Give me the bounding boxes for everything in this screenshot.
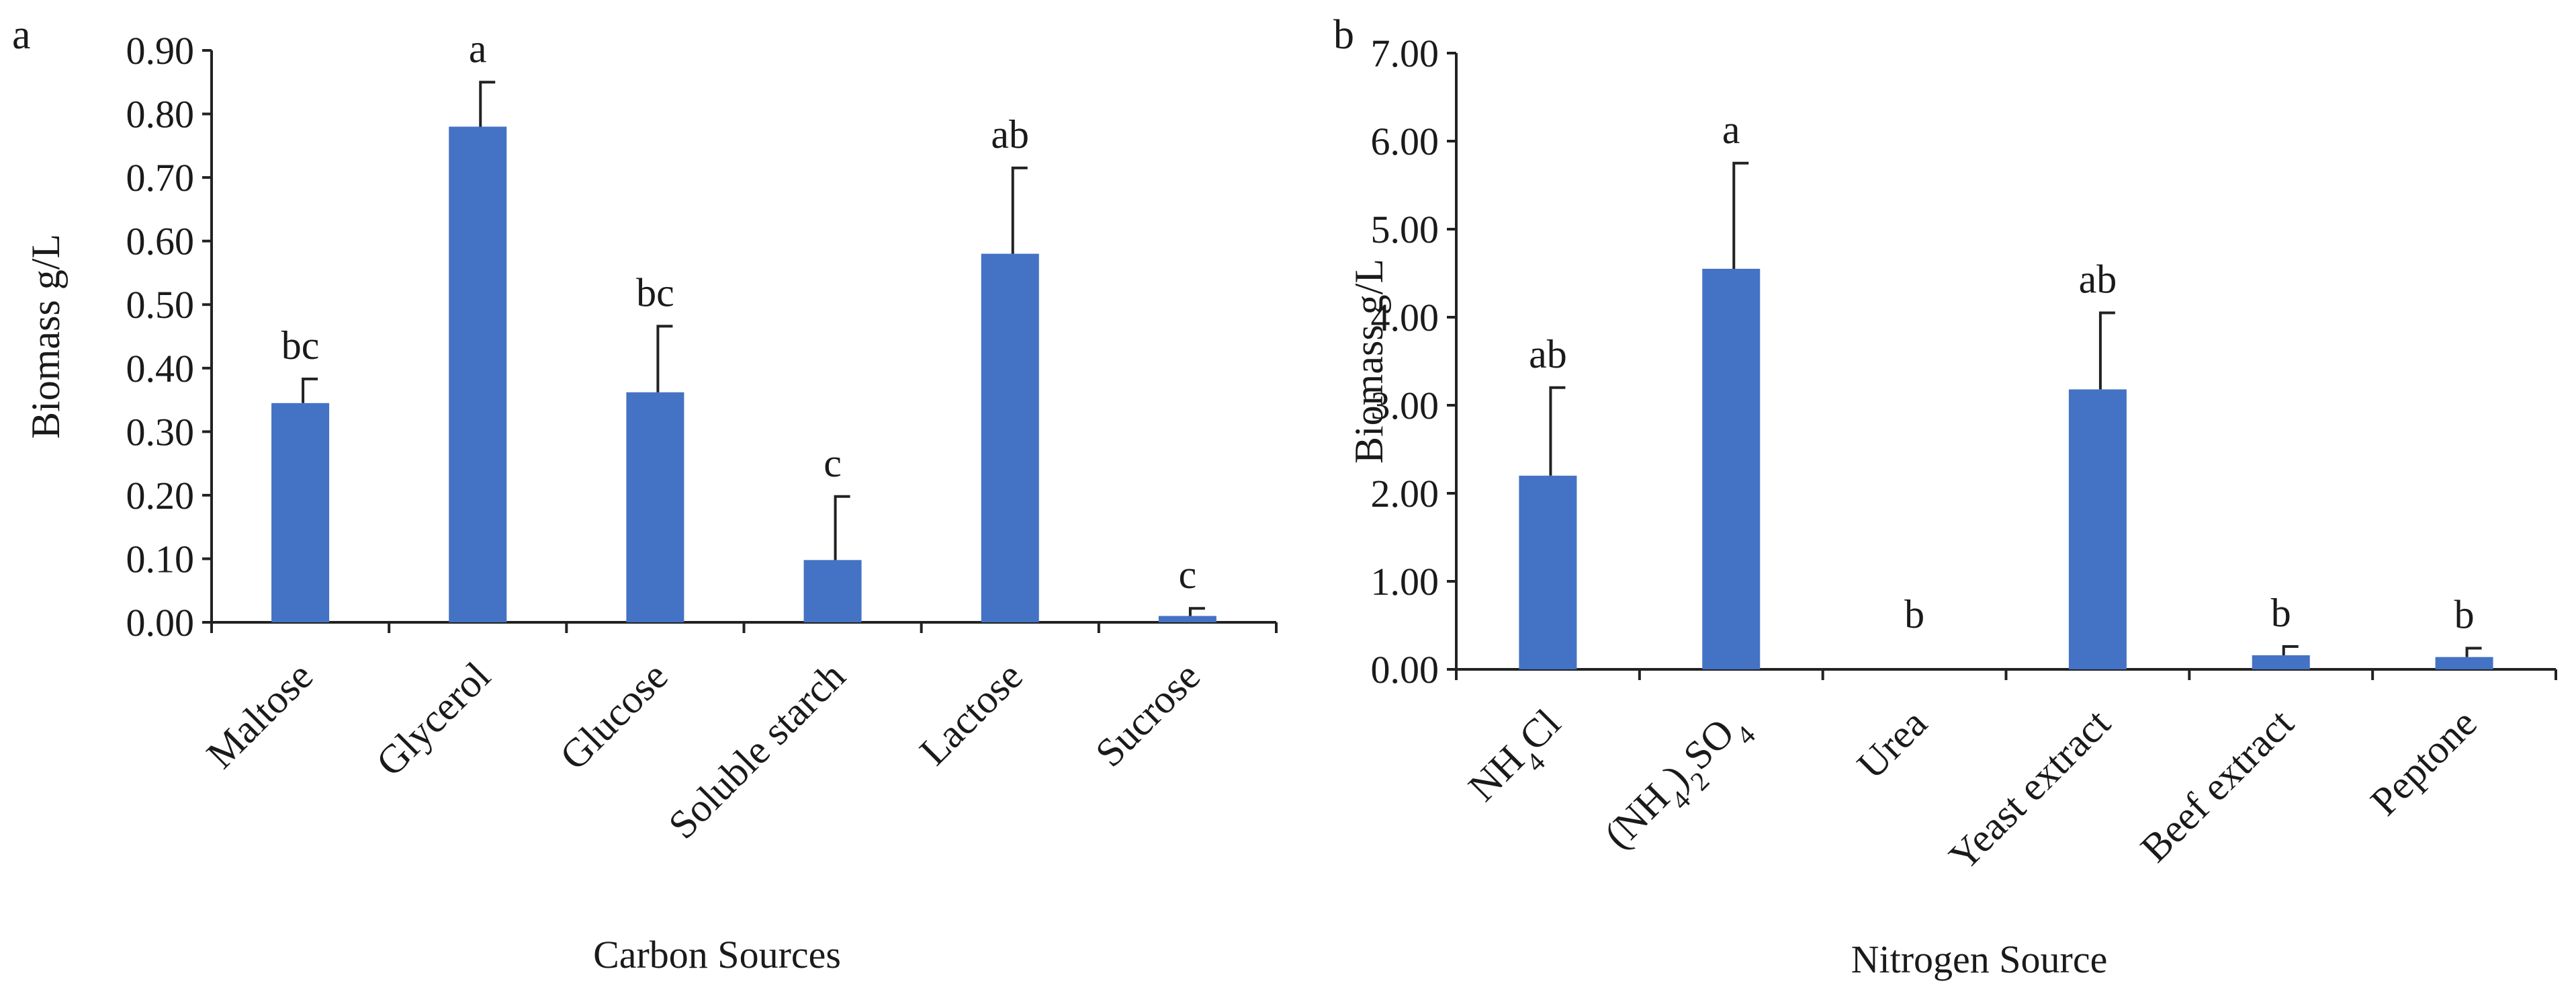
error-bar <box>302 377 318 403</box>
bar <box>1702 268 1761 669</box>
x-axis-title: Nitrogen Source <box>1851 937 2108 981</box>
y-tick-label: 0.30 <box>126 410 195 454</box>
y-tick-label: 1.00 <box>1371 560 1439 603</box>
error-bar <box>2282 644 2299 656</box>
y-tick-label: 0.00 <box>126 601 195 644</box>
y-tick-label: 5.00 <box>1371 208 1439 251</box>
error-bar <box>2465 647 2482 657</box>
panel-label: a <box>12 12 31 58</box>
y-tick-label: 0.70 <box>126 156 195 200</box>
error-bar <box>1188 607 1205 616</box>
x-category-label: Glycerol <box>367 654 498 785</box>
nitrogen-source-chart: b 0.00 1.00 2.00 3.00 4.00 5.00 6.00 7.00 Biomass… <box>1333 12 2557 981</box>
x-category-label: Lactose <box>911 654 1031 774</box>
y-tick-label: 6.00 <box>1371 120 1439 163</box>
error-bar <box>1732 161 1749 269</box>
bar <box>449 126 507 622</box>
error-bar <box>1549 386 1566 476</box>
x-category-label: Sucrose <box>1087 654 1208 776</box>
x-category-label: Soluble starch <box>660 654 854 847</box>
significance-label: ab <box>991 112 1029 157</box>
significance-label: b <box>2454 593 2475 637</box>
y-tick-label: 0.00 <box>1371 648 1439 692</box>
bar <box>626 392 684 622</box>
y-tick-label: 3.00 <box>1371 384 1439 427</box>
bar <box>2252 655 2310 669</box>
x-category-label: (NH4)2SO4 <box>1596 701 1761 866</box>
error-bar <box>834 495 850 560</box>
significance-label: bc <box>636 270 674 315</box>
significance-label: a <box>1722 108 1740 152</box>
significance-label: c <box>824 441 842 485</box>
x-category-label: Maltose <box>198 654 321 777</box>
y-axis-title: Biomass g/L <box>1347 259 1391 464</box>
error-bar <box>2098 311 2115 390</box>
x-category-label: Yeast extract <box>1941 700 2119 878</box>
significance-label: ab <box>2079 257 2117 301</box>
y-tick-label: 4.00 <box>1371 296 1439 339</box>
y-tick-label: 0.10 <box>126 537 195 581</box>
significance-label: b <box>2271 591 2291 635</box>
y-tick-label: 0.60 <box>126 220 195 263</box>
bar <box>981 253 1039 623</box>
bar <box>1519 475 1577 669</box>
bar <box>2068 389 2127 669</box>
y-tick-label: 7.00 <box>1371 32 1439 75</box>
significance-label: bc <box>281 323 320 368</box>
error-bar <box>656 325 673 392</box>
y-tick-label: 0.40 <box>126 347 195 390</box>
panel-label: b <box>1333 12 1354 58</box>
error-bar <box>1011 166 1028 254</box>
x-category-label: Urea <box>1849 701 1935 788</box>
significance-label: c <box>1179 552 1197 597</box>
y-axis-title: Biomass g/L <box>24 234 68 439</box>
x-category-label: Peptone <box>2362 701 2485 824</box>
y-tick-label: 0.90 <box>126 29 195 73</box>
carbon-source-chart: a 0.00 0.10 0.20 0.30 0.40 0.50 0.60 0.70 0.80 0.9… <box>12 12 1278 976</box>
bar <box>271 403 330 622</box>
significance-label: b <box>1904 592 1924 636</box>
bar <box>2435 657 2493 669</box>
x-axis-title: Carbon Sources <box>593 933 841 976</box>
y-tick-label: 0.80 <box>126 93 195 136</box>
significance-label: a <box>469 26 487 71</box>
x-category-label: Beef extract <box>2132 700 2302 870</box>
bar <box>1158 616 1216 622</box>
bar <box>803 560 862 622</box>
y-tick-label: 0.20 <box>126 474 195 517</box>
y-tick-label: 2.00 <box>1371 472 1439 515</box>
x-category-label: NH4Cl <box>1460 701 1577 819</box>
significance-label: ab <box>1529 332 1567 376</box>
error-bar <box>479 81 496 127</box>
x-category-label: Glucose <box>551 654 676 779</box>
y-tick-label: 0.50 <box>126 283 195 327</box>
